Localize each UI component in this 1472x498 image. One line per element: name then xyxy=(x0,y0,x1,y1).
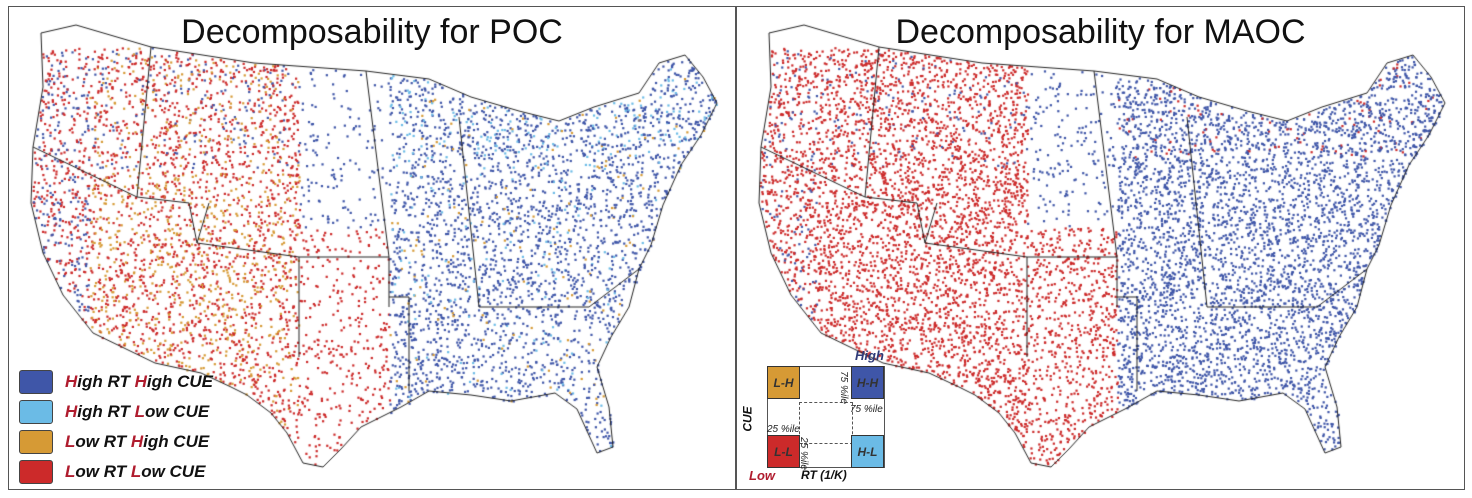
poc-map-title: Decomposability for POC xyxy=(181,13,563,51)
hl-cell: H-L xyxy=(851,435,884,468)
category-legend: High RT High CUE High RT Low CUE Low RT … xyxy=(19,367,213,487)
legend-swatch xyxy=(19,430,53,454)
legend-item-hl: High RT Low CUE xyxy=(19,397,213,427)
x-axis-label: RT (1/K) xyxy=(801,468,847,482)
legend-swatch xyxy=(19,400,53,424)
legend-item-hh: High RT High CUE xyxy=(19,367,213,397)
ll-cell: L-L xyxy=(767,435,800,468)
maoc-map-panel: Decomposability for MAOC L-H H-H L-L H-L… xyxy=(736,6,1465,490)
lh-cell: L-H xyxy=(767,366,800,399)
rt-75-label: 75 %ile xyxy=(837,371,849,404)
bivariate-legend: L-H H-H L-L H-L High Low RT (1/K) CUE 75… xyxy=(741,348,887,487)
rt-25-label: 25 %ile xyxy=(797,437,809,470)
legend-swatch xyxy=(19,370,53,394)
percentile-box xyxy=(799,402,853,444)
cue-25-label: 25 %ile xyxy=(767,424,800,435)
maoc-map-title: Decomposability for MAOC xyxy=(895,13,1306,51)
low-label: Low xyxy=(749,468,775,483)
hh-cell: H-H xyxy=(851,366,884,399)
poc-map-canvas xyxy=(9,7,735,489)
poc-map-panel: Decomposability for POC High RT High CUE… xyxy=(8,6,736,490)
high-label: High xyxy=(855,348,884,363)
legend-item-lh: Low RT High CUE xyxy=(19,427,213,457)
cue-75-label: 75 %ile xyxy=(850,404,883,415)
y-axis-label: CUE xyxy=(740,406,755,432)
legend-item-ll: Low RT Low CUE xyxy=(19,457,213,487)
legend-swatch xyxy=(19,460,53,484)
